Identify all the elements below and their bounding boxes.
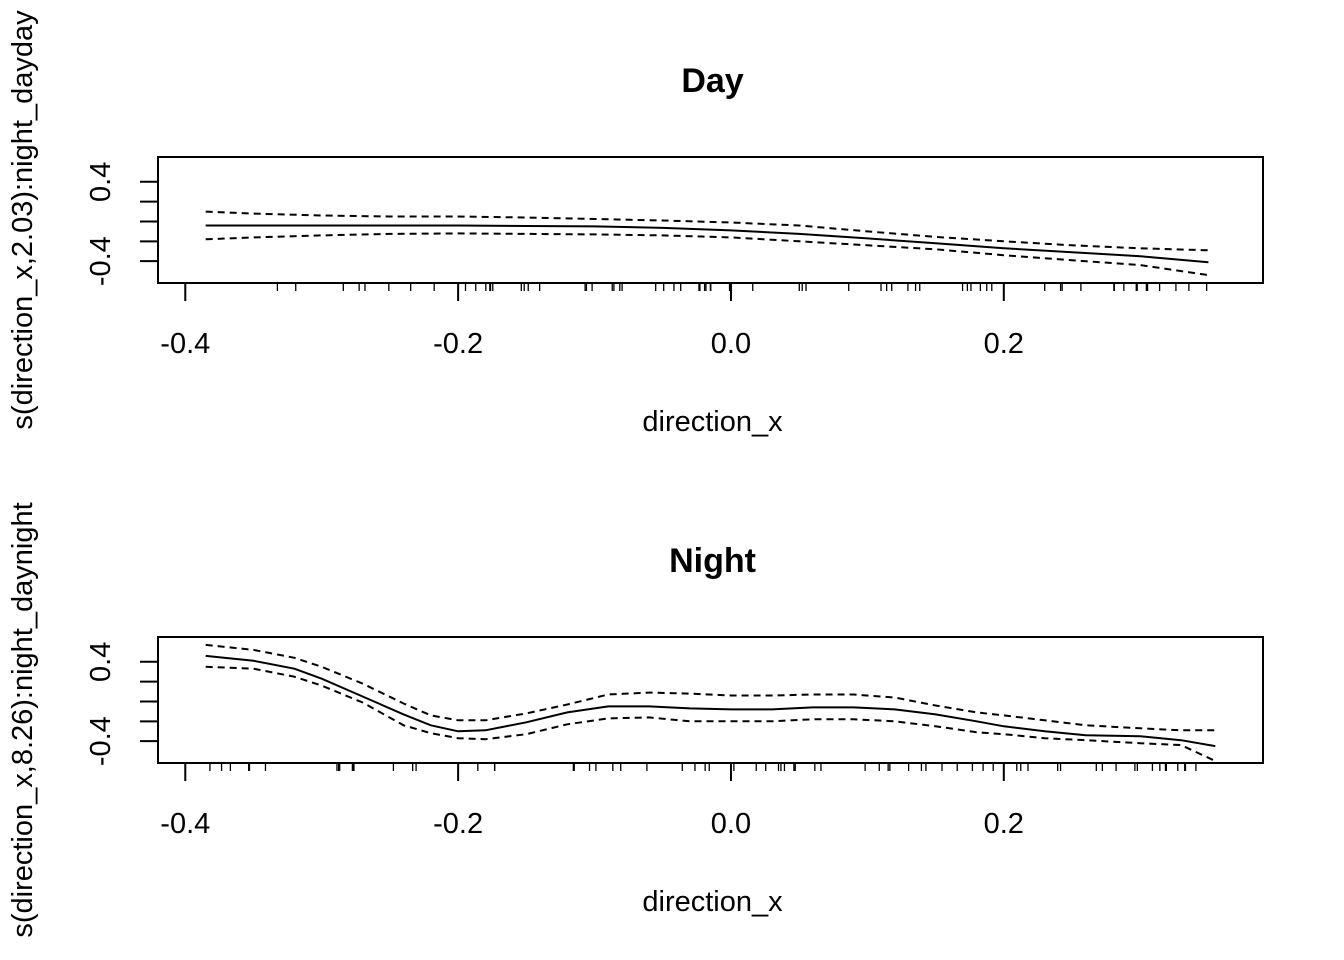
y-tick-label: -0.4	[85, 236, 117, 286]
x-tick-label: -0.4	[160, 328, 210, 360]
x-axis-label: direction_x	[642, 886, 783, 918]
upper-ci-line	[205, 210, 1209, 252]
plot-frame	[157, 156, 1264, 284]
y-tick-label: 0.4	[85, 642, 117, 682]
chart-title: Day	[681, 62, 743, 100]
lower-ci-line	[205, 665, 1216, 762]
upper-ci-line	[205, 643, 1216, 732]
y-tick-label: -0.4	[85, 716, 117, 766]
x-tick-label: 0.2	[984, 328, 1024, 360]
y-axis-label: s(direction_x,8.26):night_daynight	[7, 502, 39, 937]
x-tick-label: -0.2	[433, 808, 483, 840]
plot-frame	[157, 636, 1264, 764]
x-axis-label: direction_x	[642, 406, 783, 438]
smooth-fit-line	[205, 224, 1209, 264]
smooth-fit-line	[205, 654, 1216, 748]
x-tick-label: 0.2	[984, 808, 1024, 840]
lower-ci-line	[205, 232, 1209, 277]
x-tick-label: -0.4	[160, 808, 210, 840]
y-tick-label: 0.4	[85, 162, 117, 202]
panel-day: Day -0.4 -0.2 0.0 0.2 -0.4 0.4 direction_x s(dir…	[7, 10, 1264, 438]
x-tick-label: 0.0	[711, 328, 751, 360]
x-tick-label: 0.0	[711, 808, 751, 840]
chart-title: Night	[669, 542, 756, 580]
y-axis-label: s(direction_x,2.03):night_dayday	[7, 10, 39, 430]
x-tick-label: -0.2	[433, 328, 483, 360]
panel-night: Night -0.4 -0.2 0.0 0.2 -0.4 0.4 direction_x s(d…	[7, 502, 1264, 938]
